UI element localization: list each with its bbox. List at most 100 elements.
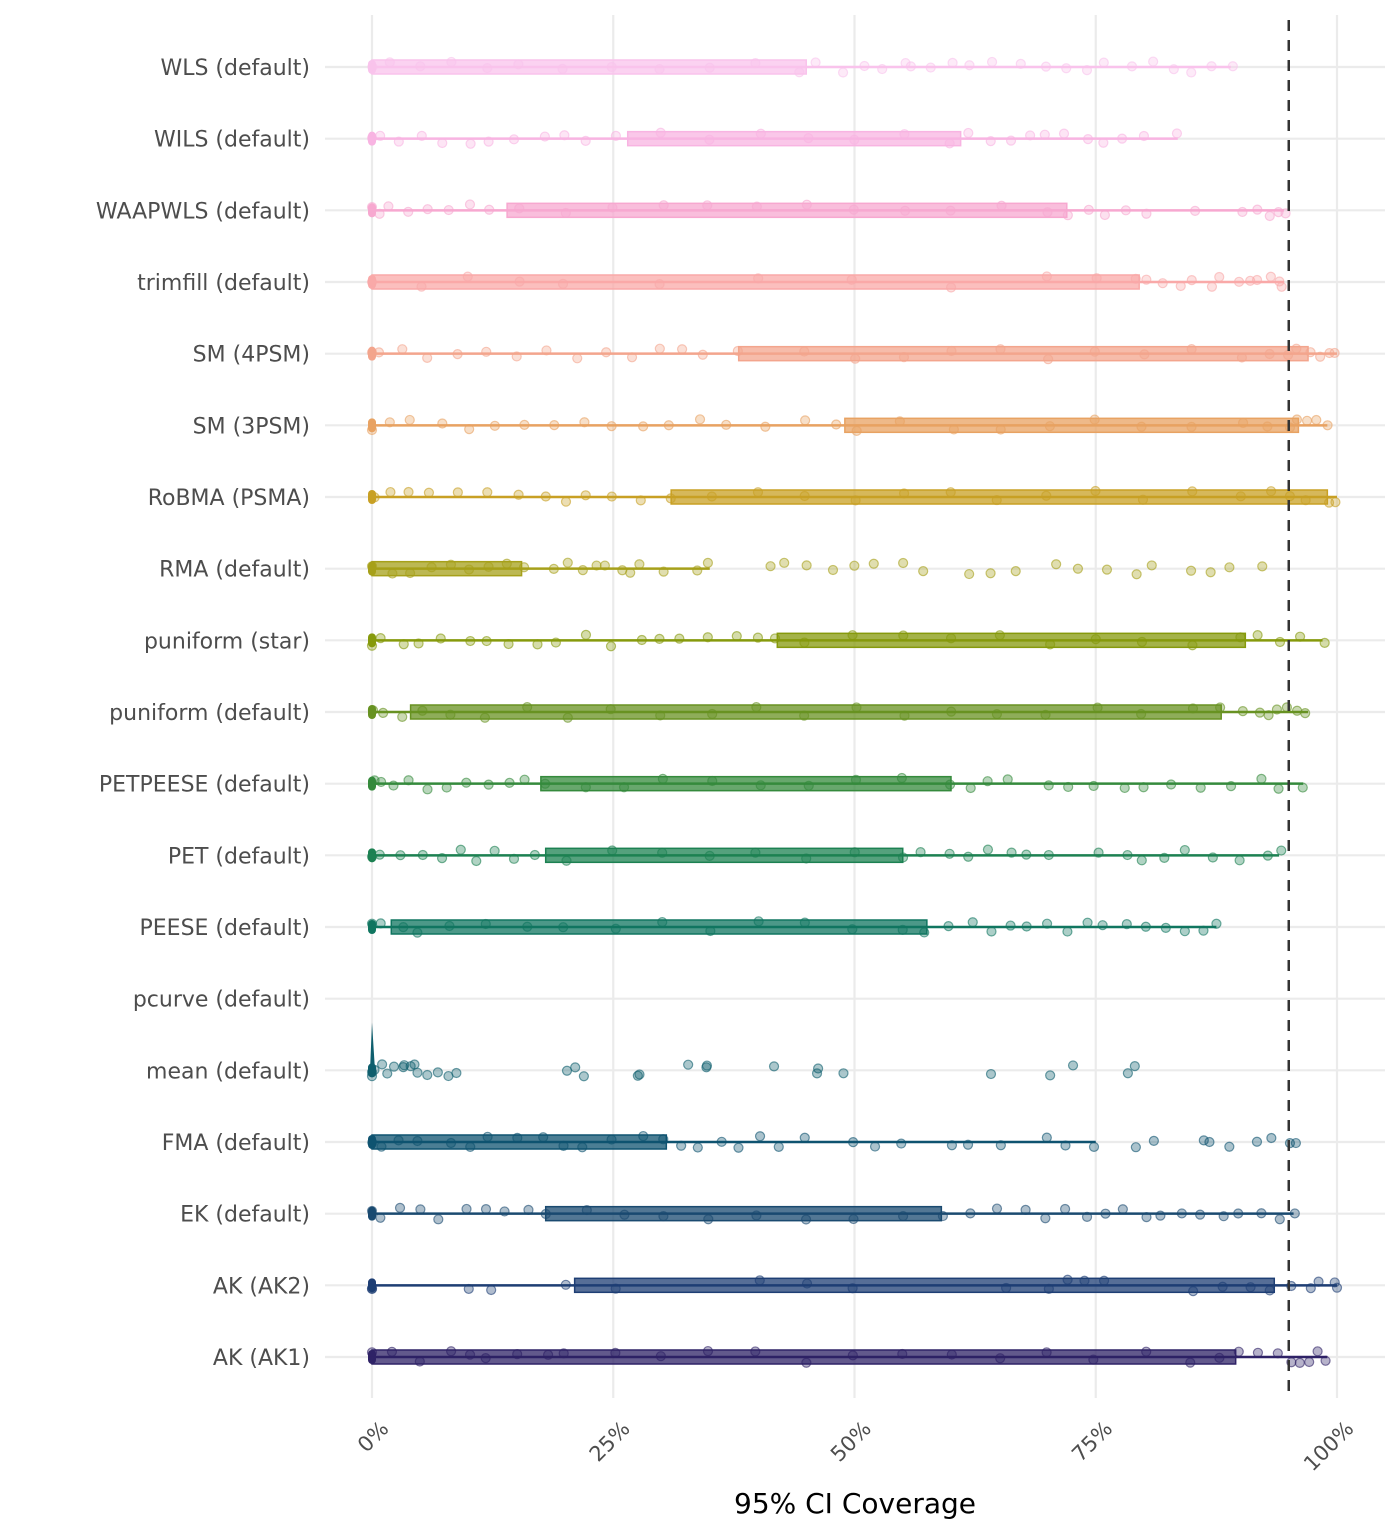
data-point	[508, 853, 520, 864]
data-point	[847, 924, 858, 935]
data-point	[393, 1135, 404, 1146]
box	[776, 632, 1247, 649]
y-tick-label: trimfill (default)	[137, 271, 310, 296]
data-point	[549, 420, 560, 431]
data-point	[1252, 1347, 1264, 1358]
data-point	[1039, 129, 1050, 140]
data-point	[367, 1137, 378, 1148]
data-point	[426, 562, 437, 573]
data-point	[1252, 630, 1263, 641]
data-point	[1176, 1208, 1187, 1219]
data-point	[378, 707, 389, 719]
data-point	[810, 57, 821, 68]
data-point	[655, 710, 666, 721]
data-point	[543, 1349, 554, 1360]
data-point	[1291, 414, 1303, 425]
data-point	[522, 702, 533, 713]
data-point	[1294, 631, 1306, 642]
data-point	[481, 635, 492, 647]
box	[573, 1277, 1276, 1294]
data-point	[754, 1275, 765, 1286]
data-point	[1121, 919, 1132, 930]
data-point	[1274, 276, 1285, 287]
data-point	[850, 774, 862, 785]
data-point	[1043, 354, 1054, 365]
data-point	[900, 57, 911, 69]
data-point	[801, 560, 812, 571]
data-point	[483, 779, 494, 790]
density-spike	[370, 1022, 375, 1071]
data-point	[366, 1205, 378, 1217]
data-point	[898, 630, 909, 641]
data-point	[1324, 347, 1335, 359]
x-tick-label: 50%	[826, 1416, 876, 1466]
data-point	[1045, 1070, 1056, 1081]
data-point	[750, 58, 761, 69]
data-point	[638, 1130, 649, 1142]
data-point	[1305, 347, 1316, 358]
data-point	[1171, 128, 1183, 139]
data-point	[366, 640, 378, 651]
data-point	[850, 495, 861, 506]
data-point	[374, 208, 385, 219]
data-point	[1214, 271, 1225, 283]
data-point	[451, 1067, 462, 1079]
data-point	[897, 852, 909, 863]
data-point	[945, 633, 957, 644]
data-point	[558, 1140, 569, 1151]
data-point	[827, 564, 839, 576]
data-point	[1141, 1346, 1152, 1357]
data-point	[1061, 63, 1072, 74]
data-point	[1168, 64, 1179, 75]
series-row	[366, 557, 1268, 580]
y-tick-label: PETPEESE (default)	[99, 773, 310, 798]
data-point	[985, 136, 996, 147]
data-point	[654, 633, 665, 644]
data-point	[1273, 783, 1284, 794]
data-point	[1186, 344, 1197, 355]
data-point	[610, 1347, 621, 1358]
data-point	[580, 490, 591, 501]
data-point	[405, 567, 416, 579]
data-point	[1189, 205, 1201, 216]
data-point	[415, 61, 426, 72]
data-point	[799, 1132, 810, 1143]
data-point	[900, 205, 911, 216]
data-point	[366, 561, 378, 572]
data-point	[1097, 920, 1108, 931]
data-point	[945, 487, 956, 498]
data-point	[1040, 1213, 1051, 1224]
data-point	[676, 1140, 687, 1151]
data-point	[415, 1204, 426, 1215]
data-point	[512, 1132, 523, 1143]
data-point	[384, 417, 395, 428]
data-point	[1264, 348, 1275, 360]
data-point	[937, 1210, 948, 1222]
data-point	[1217, 1281, 1228, 1292]
data-point	[413, 638, 424, 649]
data-point	[943, 921, 954, 932]
data-point	[366, 851, 378, 862]
y-tick-label: RMA (default)	[159, 558, 310, 583]
data-point	[1137, 494, 1149, 505]
data-point	[962, 1139, 974, 1150]
data-point	[522, 921, 533, 932]
data-point	[1179, 844, 1190, 856]
data-point	[1294, 1357, 1305, 1368]
data-point	[995, 424, 1006, 435]
data-point	[366, 1283, 378, 1294]
y-axis-labels: WLS (default) WILS (default) WAAPWLS (defa…	[96, 56, 310, 1371]
data-point	[1195, 1209, 1206, 1220]
series-row	[367, 702, 1311, 723]
data-point	[1082, 134, 1094, 145]
data-point	[559, 130, 570, 141]
data-point	[482, 1131, 493, 1142]
series-row	[368, 772, 1308, 795]
data-point	[1280, 208, 1291, 219]
data-point	[702, 200, 713, 211]
data-point	[985, 568, 996, 579]
data-point	[657, 916, 668, 928]
data-point	[422, 204, 433, 215]
data-point	[383, 201, 394, 212]
data-point	[1130, 273, 1141, 284]
